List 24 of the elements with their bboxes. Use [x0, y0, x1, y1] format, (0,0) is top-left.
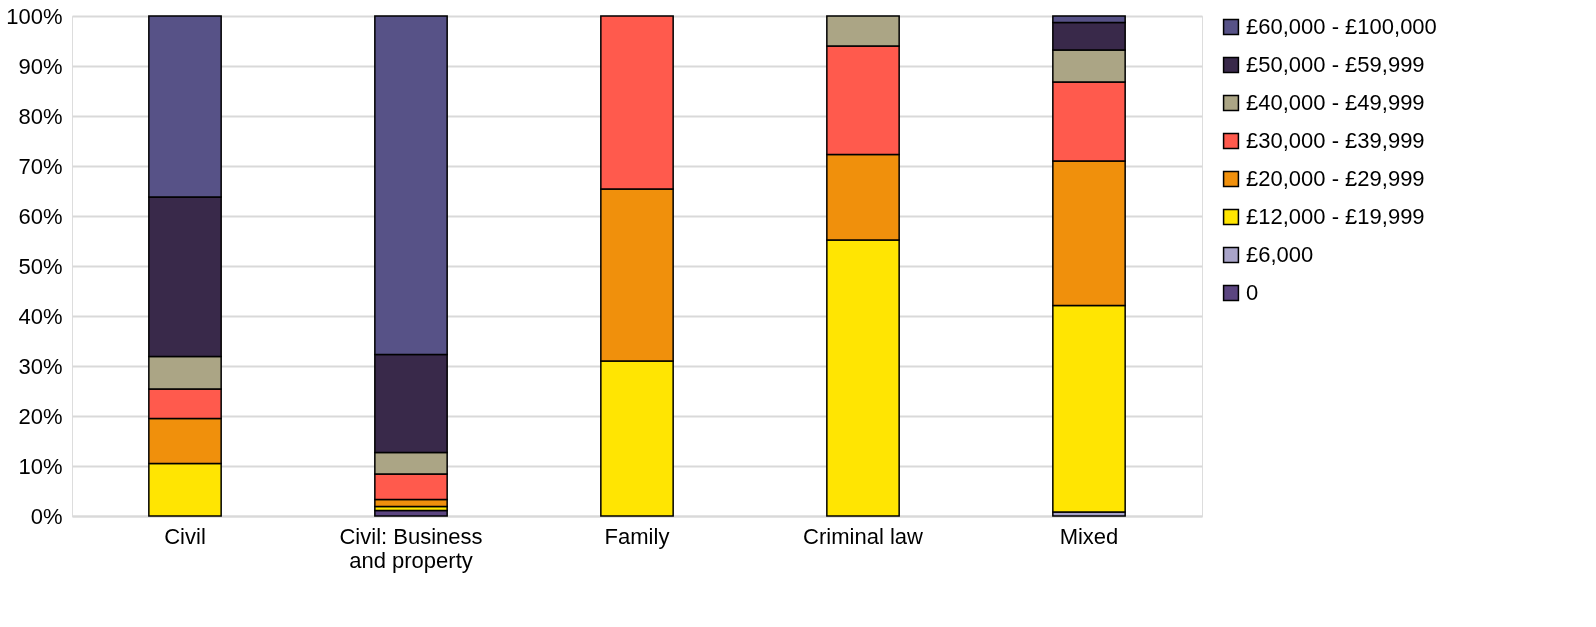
- x-tick-label: Family: [604, 523, 670, 549]
- legend-label: £40,000 - £49,999: [1246, 90, 1425, 115]
- x-tick-label: Mixed: [1059, 523, 1119, 549]
- y-tick-label: 40%: [18, 303, 63, 329]
- x-tick-label: Civil: Business and property: [339, 523, 483, 573]
- legend-label: £12,000 - £19,999: [1246, 204, 1425, 229]
- legend-label: £30,000 - £39,999: [1246, 128, 1425, 153]
- y-tick-label: 60%: [18, 203, 63, 229]
- legend-label: £50,000 - £59,999: [1246, 52, 1425, 77]
- legend-label: 0: [1246, 280, 1259, 305]
- x-tick-label: Criminal law: [803, 523, 924, 549]
- y-tick-label: 80%: [18, 103, 63, 129]
- y-tick-label: 10%: [18, 453, 63, 479]
- y-tick-label: 70%: [18, 153, 63, 179]
- y-tick-label: 30%: [18, 353, 63, 379]
- legend-label: £6,000: [1246, 242, 1314, 267]
- x-tick-label: Civil: [164, 523, 206, 549]
- legend-label: £60,000 - £100,000: [1246, 14, 1437, 39]
- y-tick-label: 90%: [18, 53, 63, 79]
- y-tick-label: 100%: [6, 3, 63, 29]
- y-tick-label: 0%: [30, 503, 63, 529]
- legend-label: £20,000 - £29,999: [1246, 166, 1425, 191]
- y-tick-label: 50%: [18, 253, 63, 279]
- y-tick-label: 20%: [18, 403, 63, 429]
